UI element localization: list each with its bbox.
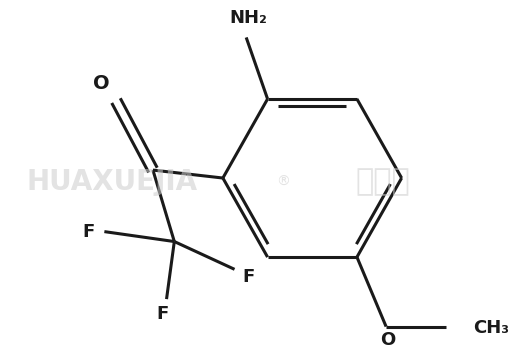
Text: O: O (381, 331, 396, 350)
Text: HUAXUEJIA: HUAXUEJIA (26, 167, 197, 196)
Text: NH₂: NH₂ (229, 9, 267, 26)
Text: 化学加: 化学加 (356, 167, 410, 196)
Text: F: F (157, 305, 169, 323)
Text: ®: ® (276, 175, 290, 188)
Text: CH₃: CH₃ (474, 319, 510, 337)
Text: F: F (242, 268, 254, 286)
Text: O: O (93, 74, 110, 93)
Text: F: F (83, 223, 95, 241)
